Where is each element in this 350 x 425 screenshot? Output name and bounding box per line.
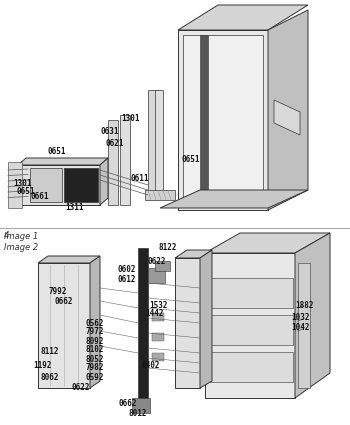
Text: 8062: 8062	[41, 374, 59, 382]
Polygon shape	[64, 168, 98, 202]
Polygon shape	[90, 256, 100, 388]
Text: 0651: 0651	[17, 187, 35, 196]
Polygon shape	[160, 190, 308, 208]
Text: 8092: 8092	[86, 337, 104, 346]
Polygon shape	[295, 233, 330, 398]
Text: 1882: 1882	[295, 301, 313, 311]
Text: 0602: 0602	[118, 266, 136, 275]
Text: 1042: 1042	[291, 323, 309, 332]
Text: Image 2: Image 2	[4, 243, 38, 252]
Polygon shape	[175, 250, 212, 258]
Text: 8112: 8112	[41, 348, 59, 357]
Polygon shape	[38, 263, 90, 388]
Text: 1301: 1301	[121, 113, 139, 122]
Text: 0661: 0661	[31, 192, 49, 201]
Polygon shape	[205, 233, 330, 253]
Text: 0662: 0662	[55, 297, 73, 306]
Text: 0662: 0662	[119, 399, 137, 408]
Text: 1192: 1192	[34, 362, 52, 371]
Polygon shape	[207, 315, 293, 345]
Polygon shape	[152, 333, 164, 341]
Polygon shape	[274, 100, 300, 135]
Text: 0622: 0622	[72, 383, 90, 393]
Polygon shape	[207, 278, 293, 308]
Polygon shape	[200, 250, 212, 388]
Text: 0611: 0611	[131, 173, 149, 182]
Text: 0402: 0402	[142, 360, 160, 369]
Polygon shape	[138, 248, 148, 408]
Text: 1442: 1442	[146, 309, 164, 318]
Text: 1532: 1532	[150, 300, 168, 309]
Text: 8102: 8102	[86, 346, 104, 354]
Polygon shape	[205, 253, 295, 398]
Polygon shape	[145, 190, 175, 200]
Polygon shape	[132, 398, 150, 413]
Polygon shape	[18, 158, 108, 165]
Polygon shape	[178, 30, 268, 210]
Polygon shape	[207, 352, 293, 382]
Polygon shape	[30, 168, 62, 202]
Polygon shape	[18, 165, 100, 205]
Text: 0622: 0622	[148, 257, 166, 266]
Text: 7982: 7982	[86, 363, 104, 372]
Polygon shape	[148, 90, 158, 195]
Text: 8012: 8012	[129, 408, 147, 417]
Polygon shape	[120, 115, 130, 205]
Polygon shape	[148, 268, 165, 283]
Text: 0562: 0562	[86, 318, 104, 328]
Text: 1301: 1301	[13, 178, 31, 187]
Text: 0621: 0621	[106, 139, 124, 148]
Text: 8122: 8122	[159, 243, 177, 252]
Text: 1032: 1032	[291, 314, 309, 323]
Polygon shape	[38, 256, 100, 263]
Polygon shape	[178, 5, 308, 30]
Text: 0592: 0592	[86, 372, 104, 382]
Polygon shape	[8, 162, 22, 208]
Text: 8052: 8052	[86, 354, 104, 363]
Polygon shape	[298, 263, 310, 388]
Text: 7972: 7972	[86, 328, 104, 337]
Polygon shape	[155, 261, 170, 271]
Polygon shape	[152, 353, 164, 361]
Text: 4: 4	[4, 231, 9, 240]
Text: 7992: 7992	[49, 286, 67, 295]
Text: 0631: 0631	[101, 127, 119, 136]
Polygon shape	[175, 258, 200, 388]
Text: 0651: 0651	[182, 156, 200, 164]
Polygon shape	[268, 10, 308, 210]
Polygon shape	[200, 35, 208, 205]
Polygon shape	[183, 35, 263, 205]
Polygon shape	[100, 158, 108, 205]
Text: 1311: 1311	[65, 202, 83, 212]
Text: Image 1: Image 1	[4, 232, 38, 241]
Text: 0651: 0651	[48, 147, 66, 156]
Polygon shape	[108, 120, 118, 205]
Polygon shape	[152, 313, 164, 321]
Text: 0612: 0612	[118, 275, 136, 283]
Polygon shape	[155, 90, 163, 195]
